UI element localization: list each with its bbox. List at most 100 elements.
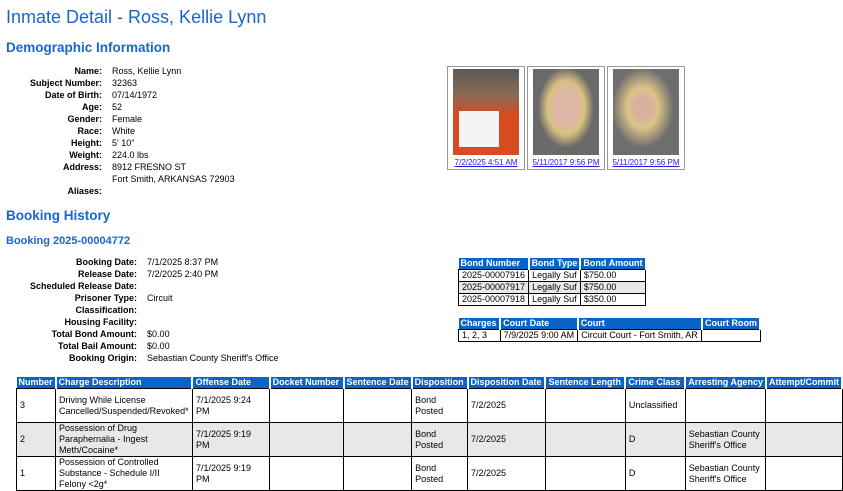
field-value: 32363	[112, 77, 235, 89]
table-cell: Bond Posted	[411, 388, 469, 423]
mugshot-image	[533, 69, 599, 155]
table-cell: 2025-00007917	[457, 281, 530, 294]
field-value-text: 7/2/2025 2:40 PM	[147, 269, 219, 279]
mugshot-link[interactable]: 5/11/2017 9:56 PM	[532, 158, 600, 167]
field-label: Housing Facility:	[64, 317, 138, 327]
field-value: $0.00	[147, 328, 278, 340]
field-row: Gender: Female	[30, 113, 235, 125]
field-row: Name: Ross, Kellie Lynn	[30, 65, 235, 77]
table-row: 2025-00007916 Legally Suf $750.00	[457, 269, 647, 282]
field-row: Weight: 224.0 lbs	[30, 149, 235, 161]
table-row: 1, 2, 3 7/9/2025 9:00 AM Circuit Court - F…	[458, 329, 761, 342]
field-value: $0.00	[147, 340, 278, 352]
table-cell: 1	[15, 456, 57, 491]
field-row: Prisoner Type: Circuit	[30, 292, 279, 304]
field-value: Circuit	[147, 292, 278, 304]
field-row: Total Bond Amount: $0.00	[30, 328, 279, 340]
table-cell: Bond Posted	[411, 422, 469, 457]
table-cell	[544, 422, 626, 457]
field-value-text: Sebastian County Sheriff's Office	[147, 353, 279, 363]
field-value-text: $0.00	[147, 329, 170, 339]
field-value: Sebastian County Sheriff's Office	[147, 352, 278, 364]
field-value-text: 7/1/2025 8:37 PM	[147, 257, 219, 267]
table-cell: 7/1/2025 9:19 PM	[191, 422, 271, 457]
field-label: Date of Birth:	[45, 90, 103, 100]
column-header: Arresting Agency	[685, 377, 767, 389]
field-label: Address:	[63, 162, 103, 172]
column-header: Sentence Date	[343, 377, 413, 389]
table-cell: 2025-00007918	[457, 293, 530, 306]
table-cell: 2025-00007916	[457, 269, 530, 282]
mugshot-1[interactable]: 7/2/2025 4:51 AM	[447, 66, 525, 170]
booking-history-heading: Booking History	[6, 208, 111, 223]
field-label: Gender:	[67, 114, 103, 124]
table-cell	[684, 388, 767, 423]
field-value	[147, 304, 278, 316]
table-cell: D	[624, 422, 686, 457]
field-row: Aliases:	[30, 185, 235, 197]
field-label: Aliases:	[67, 186, 103, 196]
table-cell: Unclassified	[624, 388, 686, 423]
table-cell	[343, 456, 413, 491]
field-row: Date of Birth: 07/14/1972	[30, 89, 235, 101]
table-cell: Sebastian County Sheriff's Office	[684, 456, 767, 491]
table-cell	[269, 422, 345, 457]
booking-title: Booking 2025-00004772	[6, 235, 131, 247]
column-header: Disposition	[411, 377, 469, 389]
demographics-table: Name: Ross, Kellie Lynn Subject Number: 323…	[30, 65, 235, 197]
mugshot-link[interactable]: 7/2/2025 4:51 AM	[454, 158, 518, 167]
field-label: Weight:	[69, 150, 103, 160]
column-header: Attempt/Commit	[765, 377, 843, 389]
field-value-text: 8912 FRESNO ST	[112, 162, 187, 172]
mugshot-3[interactable]: 5/11/2017 9:56 PM	[607, 66, 685, 170]
mugshot-2[interactable]: 5/11/2017 9:56 PM	[527, 66, 605, 170]
field-value	[147, 316, 278, 328]
table-cell: Driving While License Cancelled/Suspende…	[55, 388, 193, 423]
column-header: Court	[577, 318, 703, 330]
field-value-text: 32363	[112, 78, 138, 88]
table-row: 2025-00007918 Legally Suf $350.00	[457, 293, 647, 306]
table-cell: Legally Suf	[528, 293, 581, 306]
table-cell: Possession of Drug Paraphernalia - Inges…	[55, 422, 193, 457]
table-cell: Circuit Court - Fort Smith, AR	[577, 329, 703, 342]
field-value-text: 5' 10"	[112, 138, 135, 148]
table-cell: $750.00	[579, 281, 647, 294]
field-row: Booking Origin: Sebastian County Sheriff'…	[30, 352, 278, 364]
table-cell: Bond Posted	[411, 456, 469, 491]
field-label: Release Date:	[78, 269, 138, 279]
field-value-text: Female	[112, 114, 143, 124]
mugshot-link[interactable]: 5/11/2017 9:56 PM	[612, 158, 680, 167]
field-label: Booking Origin:	[69, 353, 138, 363]
field-value-text: 07/14/1972	[112, 90, 158, 100]
mugshot-image	[613, 69, 679, 155]
field-value	[112, 185, 235, 197]
field-value-text: Ross, Kellie Lynn	[112, 66, 182, 76]
page-title: Inmate Detail - Ross, Kellie Lynn	[6, 7, 267, 27]
table-cell: 7/1/2025 9:19 PM	[191, 456, 271, 491]
column-header: Sentence Length	[545, 377, 627, 389]
table-cell: Legally Suf	[528, 269, 581, 282]
column-header: Bond Number	[458, 258, 530, 270]
field-label: Race:	[77, 126, 103, 136]
table-cell	[269, 388, 345, 423]
booking-table: Booking Date: 7/1/2025 8:37 PM Release Dat…	[30, 256, 279, 364]
field-row: Height: 5' 10"	[30, 137, 235, 149]
field-row: Age: 52	[30, 101, 235, 113]
table-cell	[765, 388, 843, 423]
field-value: 07/14/1972	[112, 89, 235, 101]
field-value: 5' 10"	[112, 137, 235, 149]
field-row: Classification:	[30, 304, 279, 316]
field-value	[147, 280, 278, 292]
column-header: Charge Description	[55, 377, 194, 389]
table-cell: 7/2/2025	[467, 456, 546, 491]
column-header: Number	[16, 377, 57, 389]
column-header: Disposition Date	[467, 377, 547, 389]
table-cell: $350.00	[579, 293, 647, 306]
table-row: 1 Possession of Controlled Substance - Sc…	[15, 456, 843, 491]
table-cell: $750.00	[579, 269, 647, 282]
field-value: 52	[112, 101, 235, 113]
field-label: Classification:	[75, 305, 138, 315]
field-label: Prisoner Type:	[74, 293, 138, 303]
table-row: 3 Driving While License Cancelled/Suspend…	[15, 388, 843, 423]
